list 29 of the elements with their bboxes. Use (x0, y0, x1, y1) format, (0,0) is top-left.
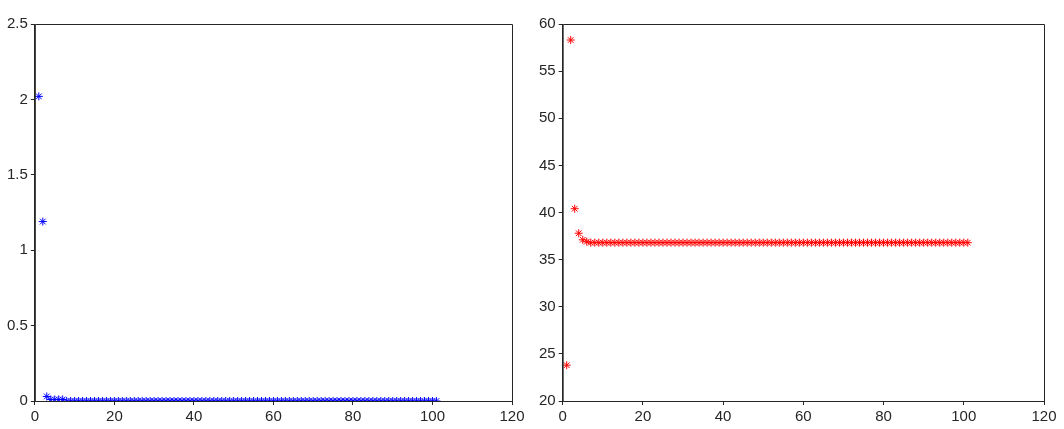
x-tick-label: 100 (951, 407, 977, 425)
y-tick-label: 50 (539, 108, 556, 126)
x-tick-label: 20 (106, 407, 123, 425)
x-tick-label: 0 (558, 407, 567, 425)
y-tick-label: 55 (539, 61, 556, 79)
y-tick-label: 0.5 (6, 315, 28, 333)
y-tick-label: 1 (19, 240, 28, 258)
x-tick-label: 0 (30, 407, 40, 425)
y-tick-label: 0 (19, 391, 28, 409)
x-tick-label: 80 (875, 407, 892, 425)
y-tick-label: 20 (539, 391, 556, 409)
y-tick-label: 2 (19, 89, 28, 107)
y-tick-label: 25 (539, 344, 556, 362)
x-tick-label: 20 (634, 407, 652, 425)
x-tick-label: 120 (499, 407, 525, 425)
y-tick-label: 60 (539, 14, 556, 32)
x-tick-label: 40 (185, 407, 203, 425)
x-tick-label: 80 (344, 407, 362, 425)
y-tick-label: 40 (539, 202, 556, 220)
x-tick-label: 120 (1031, 407, 1057, 425)
x-tick-label: 60 (265, 407, 282, 425)
x-tick-label: 40 (714, 407, 732, 425)
y-tick-label: 1.5 (6, 164, 28, 182)
x-tick-label: 100 (419, 407, 445, 425)
y-tick-label: 2.5 (6, 14, 28, 32)
x-tick-label: 60 (795, 407, 812, 425)
y-tick-label: 35 (539, 249, 556, 267)
y-tick-label: 30 (539, 296, 556, 314)
y-tick-label: 45 (539, 155, 556, 173)
